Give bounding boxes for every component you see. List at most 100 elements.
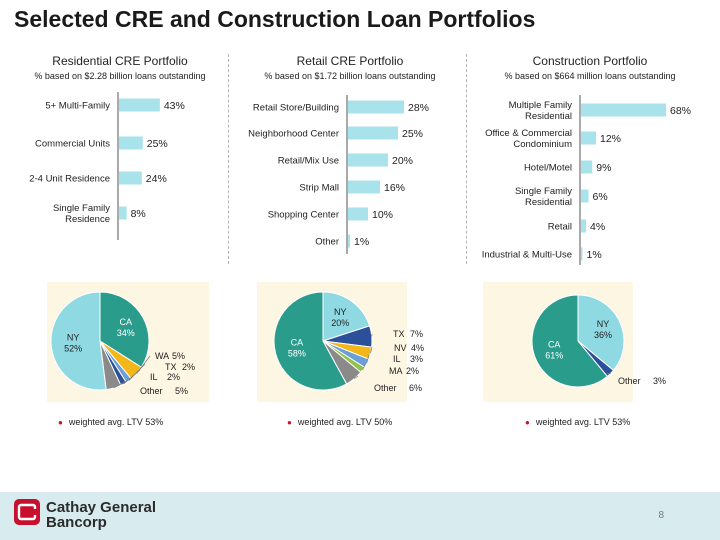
pie-label-value: 3% (410, 354, 423, 364)
pie-label-value: 5% (172, 351, 185, 361)
pie-label-value: 3% (653, 376, 666, 386)
bar (581, 160, 593, 174)
pie-leader-line (362, 362, 367, 370)
pie-slice (577, 294, 625, 372)
retail-subtitle: % based on $1.72 billion loans outstandi… (264, 71, 436, 81)
pie-label-value: 20% (331, 318, 349, 328)
column-divider-2 (466, 54, 467, 264)
category-label: Multiple Family (509, 100, 573, 111)
retail-ltv-note: ● weighted avg. LTV 50% (287, 417, 392, 427)
residential-title: Residential CRE Portfolio (52, 54, 188, 68)
pie-label-value: 36% (594, 330, 612, 340)
pie-label-value: 6% (409, 383, 422, 393)
bar (581, 131, 596, 145)
bar-value-label: 24% (146, 173, 167, 185)
bar-value-label: 20% (392, 155, 413, 167)
pie-label-name: NY (334, 307, 347, 317)
category-label: Single Family (515, 186, 572, 197)
pie-label-name: CA (120, 317, 133, 327)
retail-title: Retail CRE Portfolio (296, 54, 404, 68)
pie-leader-line (354, 375, 359, 380)
construction-ltv-note: ● weighted avg. LTV 53% (525, 417, 630, 427)
construction-title: Construction Portfolio (532, 54, 648, 68)
pie-slice (50, 291, 107, 391)
bar (119, 206, 127, 220)
category-label: Residential (525, 111, 572, 122)
pie-label-value: 2% (406, 366, 419, 376)
category-label: Residential (525, 197, 572, 208)
category-label: 5+ Multi-Family (45, 101, 110, 112)
pie-label-value: 52% (64, 344, 82, 354)
pie-slice (322, 291, 371, 342)
bar (581, 103, 666, 117)
pie-leader-line (366, 354, 370, 364)
pie-label-name: IL (393, 354, 401, 364)
pie-label-name: NV (394, 343, 407, 353)
pie-label-name: CA (548, 340, 561, 350)
pie-label-value: 5% (175, 386, 188, 396)
construction-ltv-text: weighted avg. LTV 53% (535, 417, 631, 427)
company-logo-text: Cathay General Bancorp (46, 500, 156, 530)
pie-label-name: MA (389, 366, 403, 376)
bar-value-label: 25% (402, 128, 423, 140)
pie-label-value: 7% (410, 329, 423, 339)
bar-value-label: 16% (384, 182, 405, 194)
pie-label-name: Other (374, 383, 397, 393)
pie-label-name: Other (618, 376, 641, 386)
pie-leader-line (370, 346, 373, 354)
pie-slice (531, 294, 609, 388)
pie-label-name: WA (155, 351, 169, 361)
pie-label-name: TX (165, 362, 177, 372)
category-label: Retail/Mix Use (278, 156, 339, 167)
bar (348, 207, 368, 221)
pie-label-value: 61% (545, 351, 563, 361)
bar-value-label: 1% (587, 249, 602, 261)
category-label: Neighborhood Center (248, 129, 339, 140)
page-number: 8 (658, 510, 664, 521)
bar (581, 189, 589, 203)
pie-label-name: NY (67, 333, 80, 343)
logo-line-1: Cathay General (46, 499, 157, 516)
bar-value-label: 9% (596, 162, 611, 174)
category-label: Strip Mall (299, 183, 339, 194)
bar-value-label: 68% (670, 105, 691, 117)
bullet-icon: ● (58, 418, 63, 427)
category-label: Residence (65, 214, 110, 225)
bar (581, 247, 583, 261)
bar (348, 100, 404, 114)
category-label: 2-4 Unit Residence (29, 174, 110, 185)
category-label: Retail (548, 222, 572, 233)
bar-value-label: 8% (131, 208, 146, 220)
page-title: Selected CRE and Construction Loan Portf… (14, 6, 536, 32)
category-label: Shopping Center (268, 210, 339, 221)
pie-label-value: 58% (288, 349, 306, 359)
pie-slice (273, 291, 348, 391)
pie-leader-line (113, 379, 129, 389)
pie-leader-line (123, 369, 141, 385)
charts-canvas: 43% 5+ Multi-Family 25% Commercial Units 24%… (29, 92, 691, 402)
pie-label-name: IL (150, 372, 158, 382)
pie-label-value: 4% (411, 343, 424, 353)
category-label: Commercial Units (35, 139, 110, 150)
construction-subtitle: % based on $664 million loans outstandin… (504, 71, 676, 81)
residential-subtitle: % based on $2.28 billion loans outstandi… (34, 71, 206, 81)
pie-label-name: NY (597, 319, 610, 329)
residential-ltv-text: weighted avg. LTV 53% (68, 417, 164, 427)
bar-value-label: 4% (590, 221, 605, 233)
bar (119, 136, 143, 150)
bar-value-label: 25% (147, 138, 168, 150)
category-label: Retail Store/Building (253, 103, 339, 114)
category-label: Office & Commercial (485, 128, 572, 139)
retail-ltv-text: weighted avg. LTV 50% (297, 417, 393, 427)
bar-value-label: 12% (600, 133, 621, 145)
pie-label-value: 2% (167, 372, 180, 382)
cathay-logo-icon (14, 499, 40, 525)
logo-line-2: Bancorp (46, 514, 107, 531)
bar (348, 126, 398, 140)
pie-label-name: CA (291, 338, 304, 348)
pie-label-value: 34% (117, 328, 135, 338)
bullet-icon: ● (525, 418, 530, 427)
pie-label-value: 2% (182, 362, 195, 372)
bar (348, 153, 388, 167)
bar (348, 234, 350, 248)
